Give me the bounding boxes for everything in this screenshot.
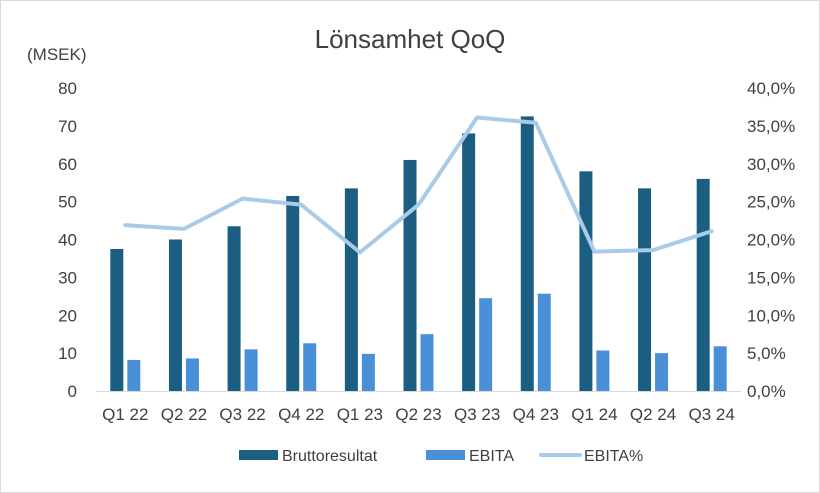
ebita-percent-line-layer [123, 115, 714, 255]
x-axis-tick-label: Q3 22 [219, 405, 265, 424]
bar-bruttoresultat [520, 116, 534, 391]
left-axis-tick-label: 70 [58, 117, 77, 136]
bar-ebita [420, 334, 434, 391]
right-axis-tick-label: 25,0% [747, 193, 795, 212]
left-axis-tick-label: 80 [58, 79, 77, 98]
bar-bruttoresultat [227, 226, 241, 391]
right-axis-tick-label: 0,0% [747, 382, 786, 401]
bar-bruttoresultat [638, 188, 652, 391]
bar-ebita [655, 353, 669, 391]
left-axis-tick-label: 40 [58, 231, 77, 250]
x-axis-tick-label: Q3 24 [689, 405, 735, 424]
bars-group [110, 116, 727, 391]
legend-swatch-bruttoresultat [239, 450, 278, 460]
bar-bruttoresultat [403, 159, 417, 391]
left-axis-tick-label: 10 [58, 344, 77, 363]
bar-bruttoresultat [696, 178, 710, 391]
bar-ebita [713, 346, 727, 391]
left-axis-tick-label: 20 [58, 306, 77, 325]
x-axis-tick-label: Q1 24 [571, 405, 617, 424]
bar-bruttoresultat [579, 171, 593, 391]
right-axis-tick-label: 40,0% [747, 79, 795, 98]
bar-ebita [361, 353, 375, 391]
bar-ebita [185, 358, 199, 391]
right-axis-tick-label: 30,0% [747, 155, 795, 174]
ebita-percent-line [123, 115, 714, 255]
legend-label-ebita-: EBITA% [584, 448, 643, 465]
x-axis-ticks: Q1 22 Q2 22 Q3 22 Q4 22 Q1 23 Q2 23 Q3 23 Q4 23… [102, 405, 735, 424]
x-axis-tick-label: Q4 22 [278, 405, 324, 424]
left-axis-tick-label: 0 [68, 382, 77, 401]
bar-ebita [596, 350, 610, 391]
x-axis-tick-label: Q2 22 [161, 405, 207, 424]
bar-bruttoresultat [286, 195, 300, 391]
left-axis-ticks: 0 10 20 30 40 50 60 70 80 [58, 79, 77, 401]
x-axis-tick-label: Q2 24 [630, 405, 676, 424]
bar-bruttoresultat [344, 188, 358, 391]
bar-ebita [244, 349, 258, 391]
right-axis-ticks: 0,0% 5,0% 10,0% 15,0% 20,0% 25,0% 30,0% 35,0% 40… [747, 79, 795, 401]
right-axis-tick-label: 5,0% [747, 344, 786, 363]
left-axis-tick-label: 30 [58, 268, 77, 287]
x-axis-tick-label: Q1 23 [337, 405, 383, 424]
left-axis-tick-label: 50 [58, 193, 77, 212]
legend-label-ebita: EBITA [469, 448, 514, 465]
right-axis-tick-label: 15,0% [747, 268, 795, 287]
x-axis-tick-label: Q2 23 [395, 405, 441, 424]
bar-bruttoresultat [462, 133, 476, 391]
bar-bruttoresultat [110, 248, 124, 391]
bar-ebita [303, 343, 317, 391]
y-axis-unit-label: (MSEK) [27, 45, 87, 64]
bar-ebita [537, 293, 551, 391]
bar-bruttoresultat [168, 239, 182, 391]
chart-title: Lönsamhet QoQ [315, 24, 506, 54]
x-axis-tick-label: Q1 22 [102, 405, 148, 424]
legend: Bruttoresultat EBITA EBITA% [239, 448, 643, 465]
x-axis-tick-label: Q4 23 [513, 405, 559, 424]
legend-swatch-ebita [426, 450, 465, 460]
right-axis-tick-label: 35,0% [747, 117, 795, 136]
x-axis-tick-label: Q3 23 [454, 405, 500, 424]
bar-ebita [127, 359, 141, 391]
right-axis-tick-label: 10,0% [747, 306, 795, 325]
legend-label-bruttoresultat: Bruttoresultat [282, 448, 378, 465]
bar-ebita [479, 298, 493, 391]
left-axis-tick-label: 60 [58, 155, 77, 174]
right-axis-tick-label: 20,0% [747, 231, 795, 250]
